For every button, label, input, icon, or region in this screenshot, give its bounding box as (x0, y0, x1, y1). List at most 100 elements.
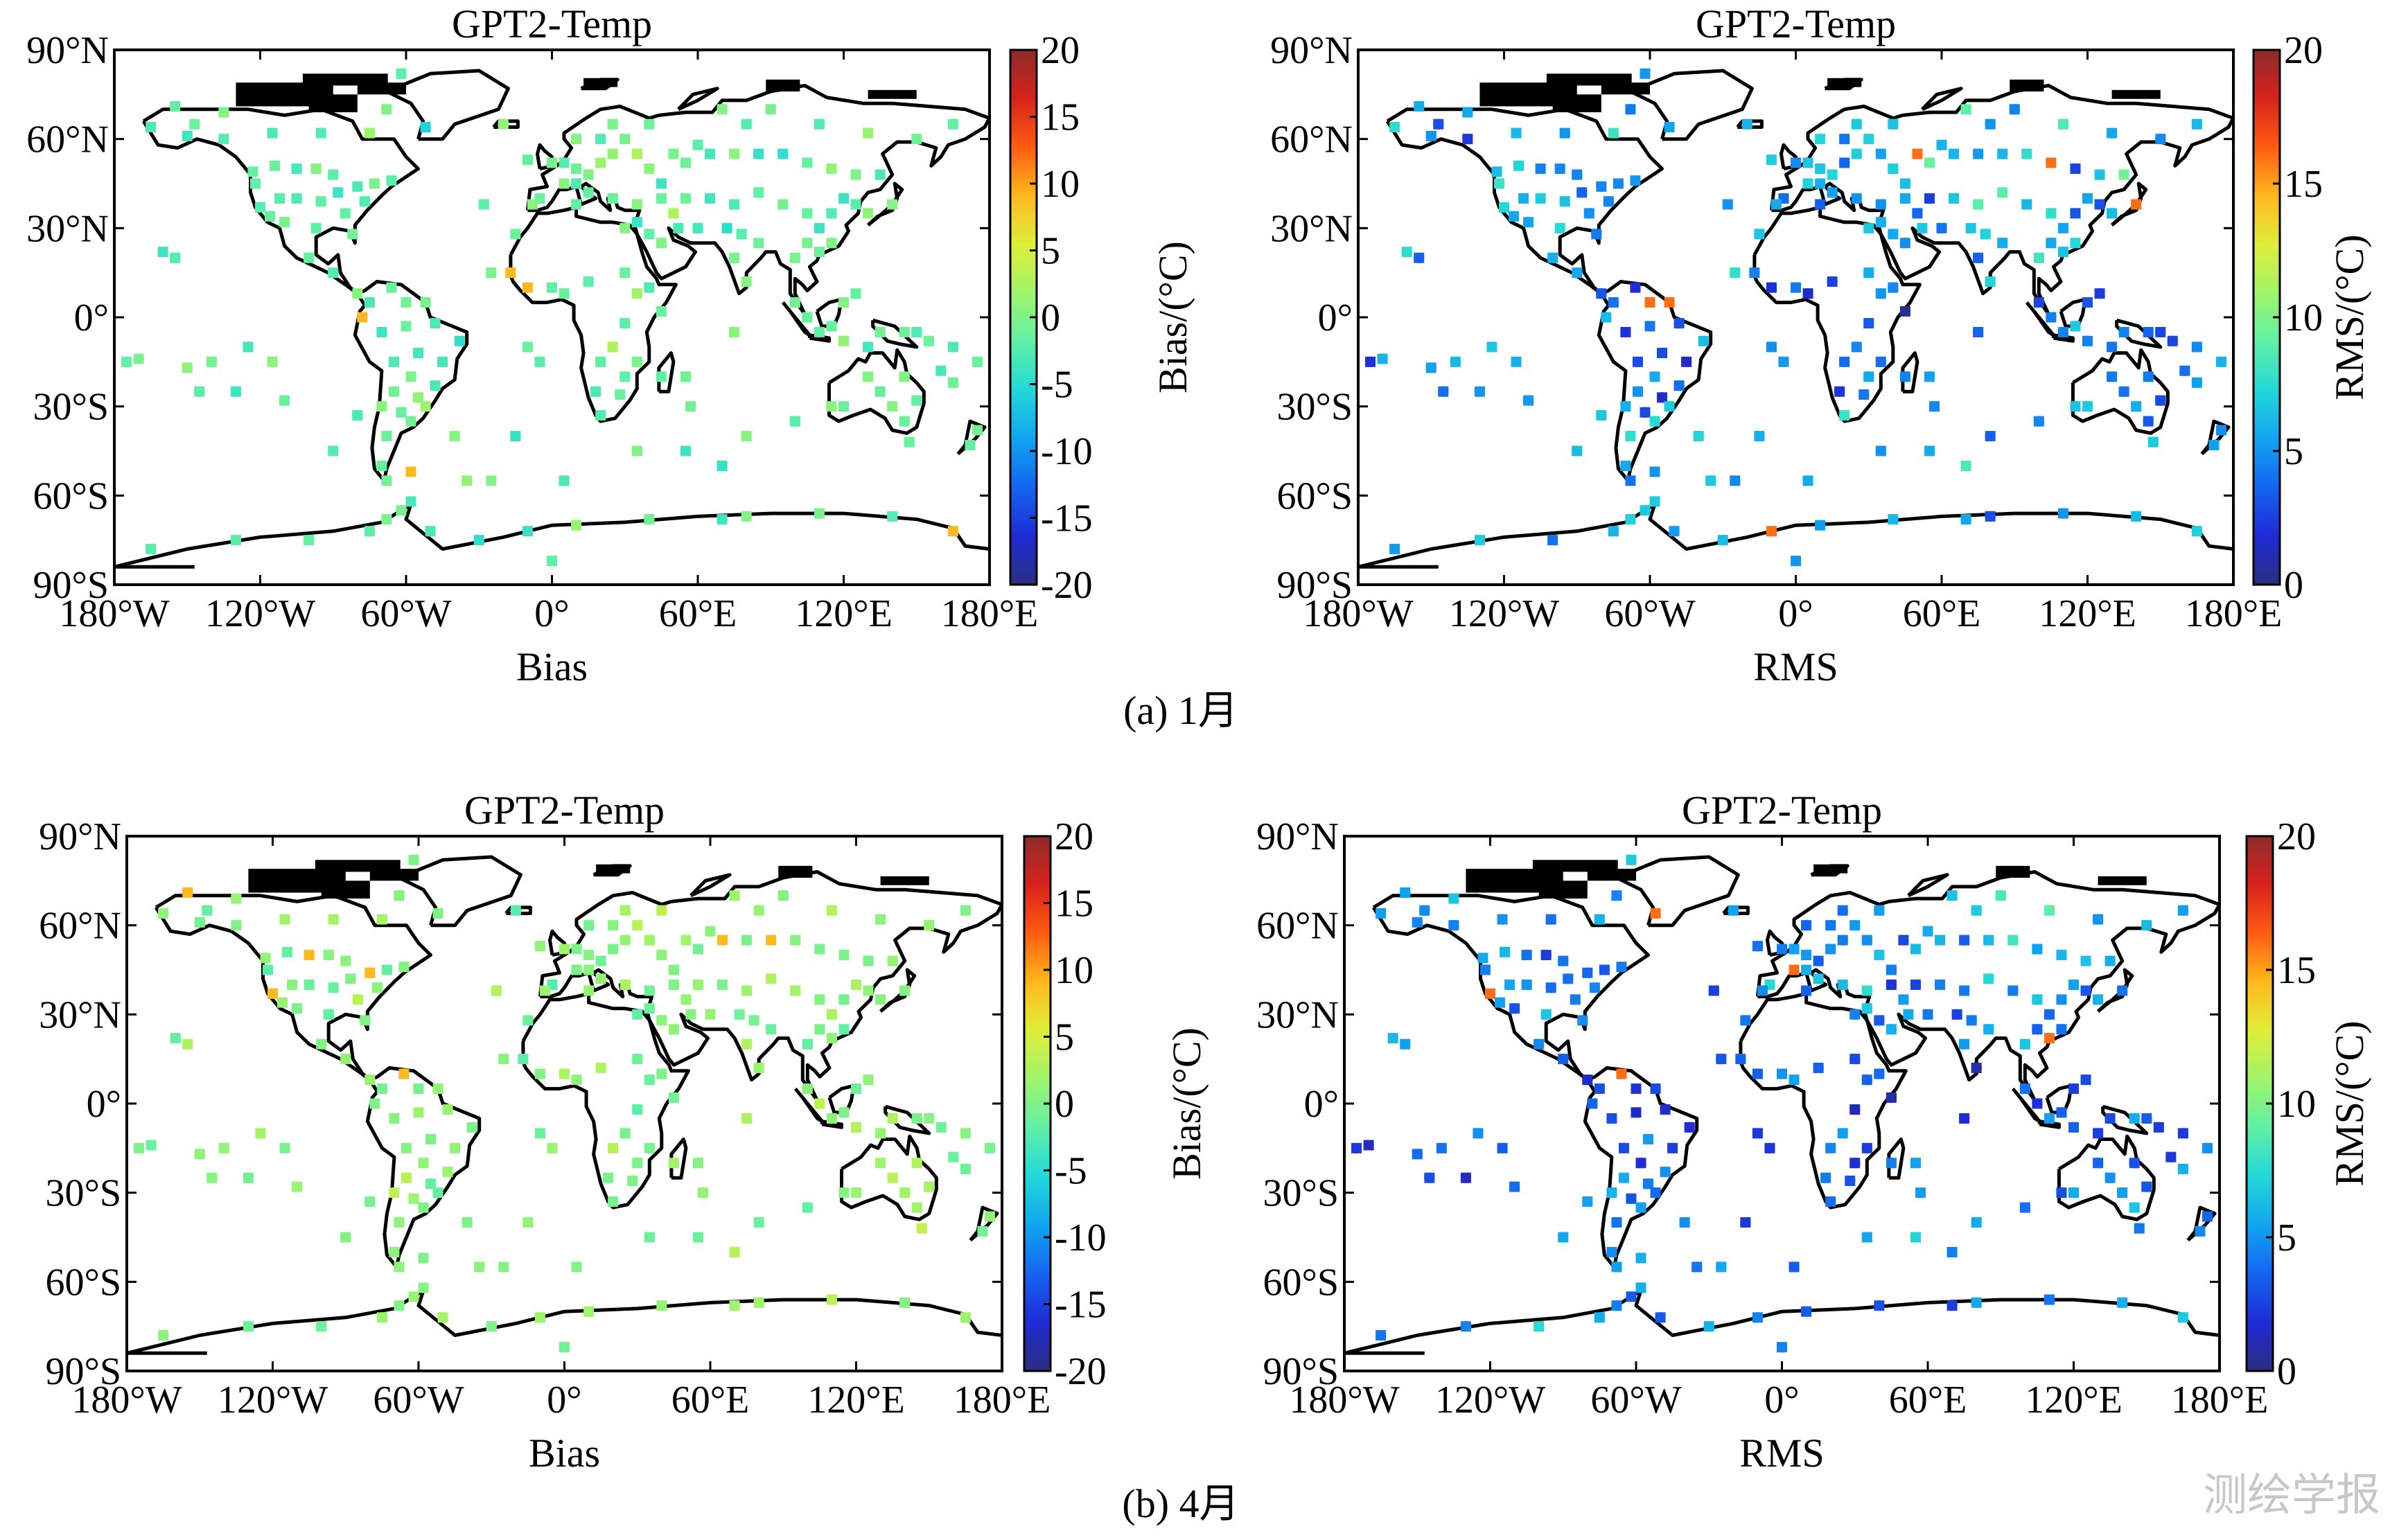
station-marker (1363, 1140, 1374, 1151)
station-marker (705, 926, 716, 937)
station-marker (1888, 118, 1899, 130)
station-marker (1754, 431, 1765, 442)
station-marker (1591, 229, 1602, 240)
arctic-island (1587, 869, 1636, 881)
station-marker (2094, 199, 2105, 210)
station-marker (2215, 425, 2226, 436)
coastline (2101, 1104, 2149, 1135)
station-marker (1596, 181, 1607, 192)
station-marker (656, 238, 667, 249)
station-marker (486, 475, 497, 486)
colorbar-label: RMS/(°C) (2327, 1020, 2372, 1186)
station-marker (2129, 1158, 2140, 1169)
arctic-island (868, 89, 917, 99)
panel-title: GPT2-Temp (1682, 788, 1882, 833)
station-marker (802, 1083, 813, 1095)
station-marker (401, 1172, 412, 1183)
station-marker (1618, 1172, 1629, 1183)
station-marker (620, 979, 631, 990)
station-marker (571, 134, 582, 145)
station-marker (2094, 288, 2105, 299)
station-marker (267, 988, 278, 999)
station-marker (1473, 1128, 1484, 1139)
station-marker (1509, 1181, 1520, 1192)
station-marker (789, 416, 800, 427)
station-marker (449, 431, 460, 442)
station-marker (534, 1312, 545, 1323)
station-marker (328, 914, 339, 925)
station-marker (2068, 1187, 2079, 1198)
station-marker (1861, 1074, 1872, 1086)
station-marker (1635, 1253, 1646, 1264)
station-marker (1777, 1068, 1787, 1079)
station-marker (1545, 982, 1556, 993)
station-marker (345, 973, 356, 984)
station-marker (450, 1142, 461, 1153)
station-marker (394, 1300, 405, 1311)
coastline (154, 894, 432, 1082)
station-marker (1815, 520, 1826, 531)
station-marker (850, 169, 861, 180)
station-marker (474, 1262, 485, 1273)
station-marker (359, 196, 370, 207)
station-marker (243, 1172, 254, 1183)
station-marker (518, 1054, 529, 1065)
station-marker (559, 178, 570, 189)
station-marker (304, 979, 315, 990)
station-marker (668, 208, 679, 219)
y-tick-label: 90°S (1276, 564, 1353, 607)
station-marker (947, 526, 958, 537)
colorbar-tick-label: 10 (1055, 949, 1093, 992)
x-tick-label: 0° (1764, 1379, 1799, 1422)
y-tick-label: 60°N (1256, 905, 1339, 948)
station-marker (170, 1033, 181, 1044)
station-marker (1377, 353, 1388, 364)
station-marker (2082, 193, 2093, 204)
station-marker (620, 905, 631, 916)
station-marker (705, 1009, 716, 1020)
x-tick-label: 180°E (2171, 1379, 2269, 1422)
coastline (525, 84, 990, 317)
station-marker (692, 222, 703, 233)
station-marker (1888, 282, 1899, 293)
station-marker (2070, 401, 2081, 412)
station-marker (717, 979, 728, 990)
station-marker (323, 1009, 334, 1020)
station-marker (2195, 1225, 2206, 1237)
station-marker (376, 1312, 387, 1323)
station-marker (1886, 964, 1897, 975)
station-marker (2129, 1113, 2140, 1124)
station-marker (1631, 1083, 1642, 1095)
colorbar-tick-label: -20 (1041, 564, 1093, 607)
station-marker (2032, 1098, 2043, 1109)
station-marker (1888, 163, 1899, 175)
station-marker (863, 1074, 874, 1086)
station-marker (381, 964, 392, 975)
station-marker (741, 1113, 753, 1124)
arctic-island (1601, 82, 1650, 95)
station-marker (863, 208, 874, 219)
station-marker (408, 854, 419, 865)
station-marker (1491, 166, 1502, 177)
x-tick-label: 60°W (1590, 1379, 1681, 1422)
station-marker (668, 1158, 679, 1169)
station-marker (432, 1187, 443, 1198)
station-marker (1497, 1142, 1508, 1153)
station-marker (571, 199, 582, 210)
station-marker (279, 1142, 290, 1153)
y-tick-label: 90°N (26, 29, 109, 72)
station-marker (1899, 306, 1910, 317)
station-marker (1462, 107, 1473, 118)
station-marker (364, 127, 375, 139)
station-marker (2118, 169, 2129, 180)
x-axis-label: Bias (516, 644, 588, 689)
station-marker (1497, 914, 1508, 925)
station-marker (656, 178, 667, 189)
station-marker (729, 199, 740, 210)
station-marker (1650, 1083, 1661, 1095)
station-marker (1949, 148, 1960, 159)
colorbar-tick-label: 15 (2277, 949, 2316, 992)
station-marker (1450, 356, 1461, 367)
station-marker (292, 1181, 303, 1192)
station-marker (376, 326, 387, 337)
